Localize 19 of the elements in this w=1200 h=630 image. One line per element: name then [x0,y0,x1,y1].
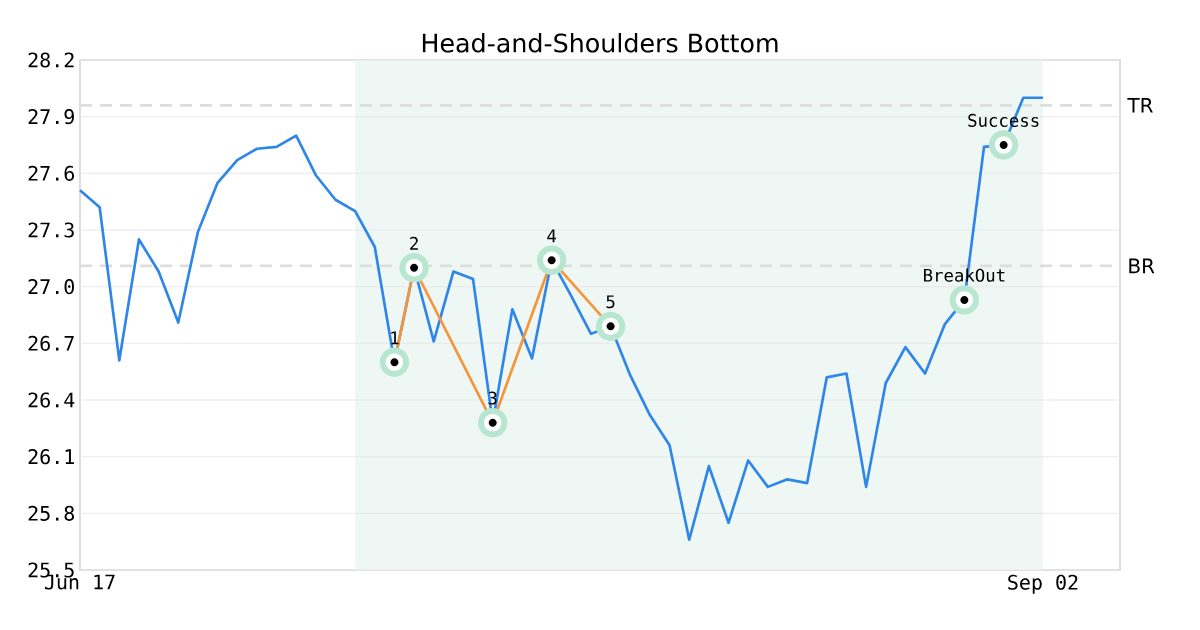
annotation: 1 [391,331,399,345]
y-tick-label: 26.7 [28,335,74,351]
y-tick-label: 26.1 [28,449,74,465]
annotation: 5 [606,295,615,309]
y-tick-label: 26.4 [28,392,75,408]
y-tick-label: 27.9 [28,109,74,125]
annotation: 4 [547,229,557,243]
ref-line-label: BR [1129,258,1155,274]
annotation: 2 [410,236,418,250]
annotation: 3 [488,391,497,405]
ref-line-label: TR [1127,98,1153,113]
line-series [78,96,1045,542]
y-tick-label: 27.6 [28,165,74,181]
y-tick-label: 27.3 [28,222,74,238]
y-tick-label: 28.2 [28,52,74,68]
x-tick-label: Sep 02 [1008,574,1078,594]
chart-title: Head-and-Shoulders Bottom [422,33,778,53]
y-tick-label: 25.8 [28,505,74,521]
y-tick-label: 27.0 [28,279,74,295]
